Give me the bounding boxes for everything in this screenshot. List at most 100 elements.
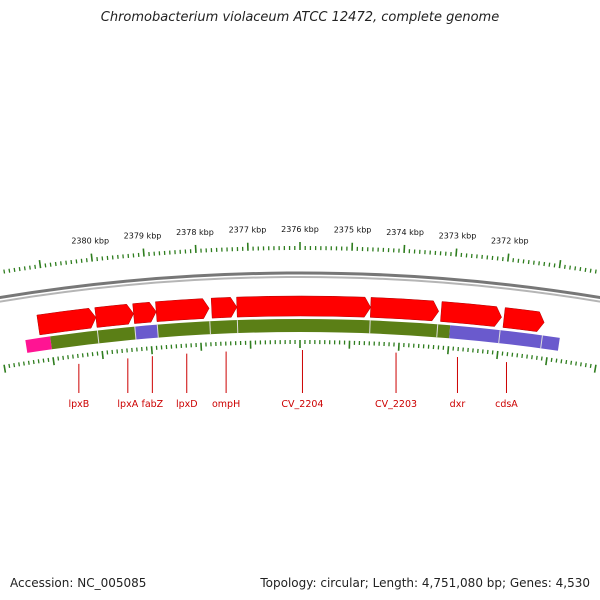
gene-arrow-lpxD xyxy=(155,298,210,322)
gene-arrow-cdsA xyxy=(502,307,545,332)
scale-tick xyxy=(27,360,30,365)
scale-tick xyxy=(34,264,37,269)
scale-tick xyxy=(589,268,592,273)
outer-scale-ticks xyxy=(0,242,600,275)
accession-text: Accession: NC_005085 xyxy=(10,576,147,590)
scale-tick xyxy=(569,265,571,270)
backbone-line xyxy=(0,271,600,300)
kbp-label: 2379 kbp xyxy=(124,232,162,241)
scale-tick xyxy=(3,269,6,274)
scale-tick xyxy=(531,355,533,360)
scale-tick xyxy=(548,262,551,267)
scale-tick xyxy=(584,267,587,272)
scale-tick xyxy=(150,346,153,355)
scale-tick xyxy=(72,354,74,359)
scale-tick xyxy=(579,267,582,272)
scale-tick xyxy=(13,267,16,272)
scale-tick xyxy=(550,357,553,362)
scale-tick xyxy=(555,358,558,363)
scale-tick xyxy=(543,261,546,267)
kbp-scale-labels: 2380 kbp 2379 kbp 2378 kbp 2377 kbp 2376 kbp… xyxy=(71,225,528,246)
scale-tick xyxy=(22,361,25,366)
gene-label-cdsA: cdsA xyxy=(495,399,518,410)
gene-arrow-lpxA xyxy=(94,303,134,328)
gene-label-CV_2204: CV_2204 xyxy=(281,399,323,410)
scale-tick xyxy=(52,357,55,366)
kbp-label: 2374 kbp xyxy=(386,228,424,237)
scale-tick xyxy=(101,350,104,360)
category-separator xyxy=(156,324,159,338)
category-segment xyxy=(157,318,451,339)
gene-label-lpxA: lpxA xyxy=(117,399,138,410)
inner-scale-ticks xyxy=(3,340,597,373)
scale-tick xyxy=(18,362,21,367)
scale-tick xyxy=(62,355,65,360)
gene-label-lpxD: lpxD xyxy=(176,399,198,410)
kbp-label: 2380 kbp xyxy=(71,237,109,246)
gene-arrow-dxr xyxy=(440,301,502,327)
kbp-label: 2376 kbp xyxy=(281,225,319,234)
scale-tick xyxy=(8,363,11,369)
scale-tick xyxy=(8,268,11,273)
scale-tick xyxy=(90,253,93,262)
scale-tick xyxy=(560,359,563,364)
category-separator xyxy=(369,320,371,334)
scale-tick xyxy=(575,361,578,366)
scale-tick xyxy=(563,264,566,269)
gene-arrow-ompH xyxy=(210,297,238,319)
kbp-label: 2378 kbp xyxy=(176,228,214,237)
gene-arrow-CV_2204 xyxy=(236,295,371,318)
scale-tick xyxy=(3,364,7,373)
kbp-label: 2372 kbp xyxy=(491,237,529,246)
scale-tick xyxy=(540,356,543,361)
scale-tick xyxy=(49,262,52,267)
scale-tick xyxy=(60,261,62,266)
scale-tick xyxy=(42,358,45,363)
map-title: Chromobacterium violaceum ATCC 12472, co… xyxy=(100,10,500,25)
category-segment xyxy=(449,325,560,351)
scale-tick xyxy=(13,363,16,368)
gene-label-dxr: dxr xyxy=(450,399,466,410)
scale-tick xyxy=(18,267,21,272)
scale-tick xyxy=(57,356,60,361)
gene-label-lpxB: lpxB xyxy=(68,399,89,410)
scale-tick xyxy=(545,357,548,366)
scale-tick xyxy=(538,261,540,266)
scale-tick xyxy=(507,253,510,262)
category-separator xyxy=(436,324,439,338)
scale-tick xyxy=(54,261,57,267)
category-separator xyxy=(96,330,100,344)
scale-tick xyxy=(553,263,556,268)
scale-tick xyxy=(526,354,528,359)
scale-tick xyxy=(496,350,499,360)
gene-label-ompH: ompH xyxy=(212,399,240,410)
scale-tick xyxy=(565,359,568,365)
gene-labels: lpxB lpxA fabZ lpxD ompH CV_2204 CV_2203 dxr cds… xyxy=(68,350,518,410)
category-separator xyxy=(540,335,543,349)
scale-tick xyxy=(570,360,573,365)
genome-backbone xyxy=(0,271,600,303)
scale-tick xyxy=(535,355,538,360)
scale-tick xyxy=(47,357,50,362)
gene-label-CV_2203: CV_2203 xyxy=(375,399,417,410)
scale-tick xyxy=(579,362,582,367)
scale-tick xyxy=(32,359,35,365)
scale-tick xyxy=(142,248,145,257)
scale-tick xyxy=(593,364,597,373)
category-segment xyxy=(25,336,52,353)
scale-tick xyxy=(37,359,40,364)
kbp-label: 2377 kbp xyxy=(229,226,267,235)
gene-label-fabZ: fabZ xyxy=(141,399,163,410)
scale-tick xyxy=(455,248,458,257)
category-separator xyxy=(134,326,137,340)
scale-tick xyxy=(38,260,42,269)
scale-tick xyxy=(589,363,592,369)
scale-tick xyxy=(447,346,450,355)
backbone-line xyxy=(0,276,600,303)
scale-tick xyxy=(574,266,577,271)
scale-tick xyxy=(67,355,69,360)
kbp-label: 2375 kbp xyxy=(334,226,372,235)
scale-tick xyxy=(23,266,26,271)
category-segment xyxy=(50,326,136,350)
